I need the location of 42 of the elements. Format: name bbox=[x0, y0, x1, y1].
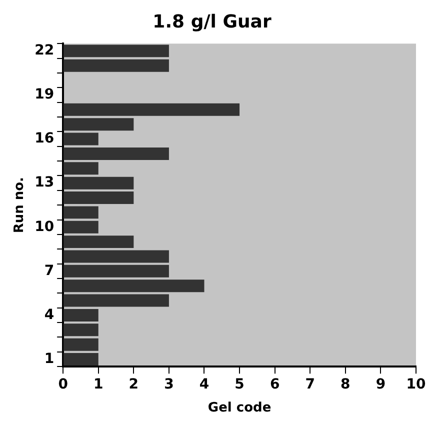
bar bbox=[64, 118, 134, 131]
y-tick-label: 22 bbox=[34, 42, 54, 59]
x-tick-label: 1 bbox=[94, 376, 104, 393]
x-tick-label: 0 bbox=[58, 376, 68, 393]
bar bbox=[64, 103, 240, 116]
x-tick-label: 3 bbox=[164, 376, 174, 393]
y-axis-title: Run no. bbox=[12, 177, 28, 234]
bar bbox=[64, 220, 98, 234]
x-tick-label: 5 bbox=[234, 376, 244, 393]
bar bbox=[64, 206, 98, 219]
bar bbox=[64, 294, 169, 307]
x-axis-title: Gel code bbox=[208, 400, 272, 416]
y-tick-label: 1 bbox=[44, 350, 54, 367]
x-tick-label: 8 bbox=[340, 376, 350, 393]
y-tick-label: 13 bbox=[34, 174, 54, 191]
bar bbox=[64, 236, 134, 248]
bar bbox=[64, 308, 98, 322]
bar bbox=[64, 147, 169, 160]
x-tick-label: 10 bbox=[406, 376, 426, 393]
bar bbox=[64, 250, 169, 263]
x-tick-label: 2 bbox=[128, 376, 139, 393]
x-tick-label: 4 bbox=[199, 376, 210, 393]
x-tick-label: 9 bbox=[376, 376, 386, 393]
y-tick-label: 4 bbox=[44, 306, 54, 323]
bar bbox=[64, 176, 134, 190]
y-tick-label: 10 bbox=[34, 218, 54, 235]
bar bbox=[64, 44, 169, 58]
bar bbox=[64, 324, 98, 336]
chart-title: 1.8 g/l Guar bbox=[152, 11, 272, 32]
bar bbox=[64, 264, 169, 278]
y-tick-label: 19 bbox=[34, 86, 54, 103]
x-tick-label: 6 bbox=[270, 376, 280, 393]
x-tick-label: 7 bbox=[305, 376, 315, 393]
bar bbox=[64, 162, 98, 175]
bar bbox=[64, 280, 204, 292]
bar bbox=[64, 132, 98, 146]
y-tick-label: 7 bbox=[44, 262, 54, 279]
bar bbox=[64, 338, 98, 351]
bar bbox=[64, 59, 169, 72]
bar bbox=[64, 353, 98, 366]
bar bbox=[64, 192, 134, 204]
y-tick-label: 16 bbox=[34, 130, 54, 147]
